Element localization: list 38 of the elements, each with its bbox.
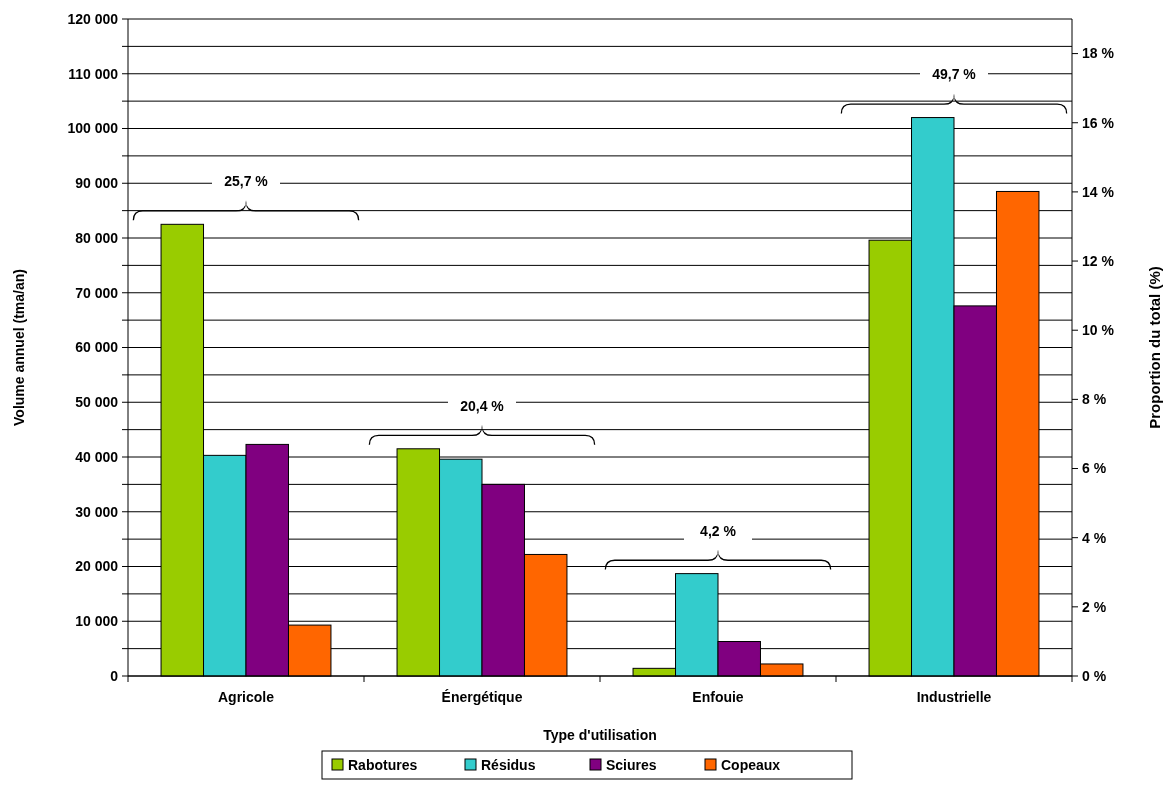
y-tick-label: 70 000 xyxy=(75,284,119,301)
legend-label: Rabotures xyxy=(348,756,418,773)
y-tick-label: 50 000 xyxy=(75,394,119,411)
y2-tick-label: 4 % xyxy=(1082,529,1107,546)
y-tick-label: 100 000 xyxy=(67,120,119,137)
y-tick-label: 90 000 xyxy=(75,175,119,192)
y-tick-label: 30 000 xyxy=(75,503,119,520)
y-tick-label: 10 000 xyxy=(75,613,119,630)
annotation: 25,7 % xyxy=(224,173,269,190)
y-tick-label: 60 000 xyxy=(75,339,119,356)
x-tick-label: Industrielle xyxy=(916,689,992,705)
y2-tick-label: 12 % xyxy=(1082,252,1115,269)
legend-label: Copeaux xyxy=(721,756,781,773)
x-tick-label: Agricole xyxy=(217,689,275,705)
y2-tick-label: 18 % xyxy=(1082,45,1115,62)
annotation: 20,4 % xyxy=(460,397,505,414)
legend-label: Résidus xyxy=(481,756,536,773)
y2-axis-title: Proportion du total (%) xyxy=(1146,266,1163,429)
y2-tick-label: 2 % xyxy=(1082,598,1107,615)
y-tick-label: 120 000 xyxy=(67,10,119,27)
legend-label: Sciures xyxy=(606,756,657,773)
y2-tick-label: 8 % xyxy=(1082,391,1107,408)
y-tick-label: 80 000 xyxy=(75,229,119,246)
y2-tick-label: 0 % xyxy=(1082,667,1107,684)
x-tick-label: Enfouie xyxy=(692,689,744,705)
y-tick-label: 40 000 xyxy=(75,448,119,465)
y-tick-label: 0 xyxy=(110,667,119,684)
y-axis-title: Volume annuel (tma/an) xyxy=(11,269,27,426)
y-tick-label: 110 000 xyxy=(68,65,119,82)
y2-tick-label: 6 % xyxy=(1082,460,1107,477)
y2-tick-label: 16 % xyxy=(1082,114,1115,131)
x-axis-title: Type d'utilisation xyxy=(543,727,657,743)
y2-tick-label: 14 % xyxy=(1082,183,1115,200)
x-tick-label: Énergétique xyxy=(441,689,523,705)
y-tick-label: 20 000 xyxy=(75,558,119,575)
y2-tick-label: 10 % xyxy=(1082,322,1115,339)
annotation: 49,7 % xyxy=(932,66,977,83)
annotation: 4,2 % xyxy=(700,522,737,539)
